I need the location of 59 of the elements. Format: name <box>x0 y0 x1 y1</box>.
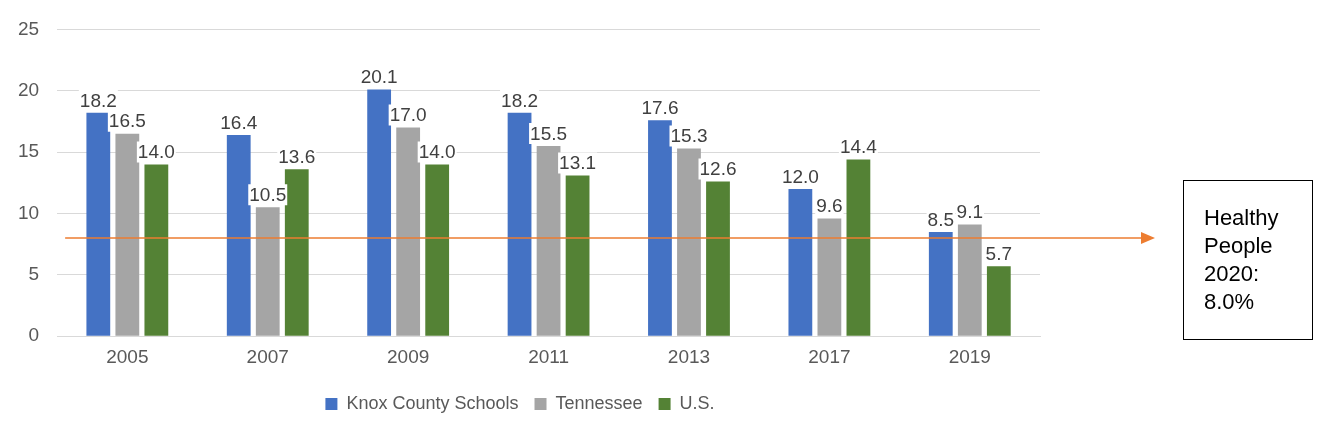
text: 18.2 <box>79 89 117 111</box>
text: 15.5 <box>530 122 568 144</box>
x-tick-label: 2013 <box>667 345 711 367</box>
text: 15.3 <box>670 125 708 147</box>
text: 5.7 <box>985 242 1013 264</box>
bar <box>565 175 590 336</box>
text: 14.0 <box>418 141 456 163</box>
ref-line-label: Healthy People 2020: 8.0% <box>1183 180 1313 340</box>
legend-label: Tennessee <box>555 392 643 413</box>
x-tick-label: 2009 <box>387 345 430 367</box>
x-tick-label: 2011 <box>528 345 569 367</box>
text: 18.2 <box>501 89 539 111</box>
x-tick-label: 2005 <box>106 345 149 367</box>
x-tick-label: 2017 <box>808 345 851 367</box>
bar <box>425 164 450 336</box>
text: 13.6 <box>278 146 316 168</box>
text: 13.1 <box>559 152 597 174</box>
bar <box>928 231 953 336</box>
bar <box>817 218 842 336</box>
text: 12.6 <box>699 158 737 180</box>
bar <box>284 169 309 336</box>
bar <box>677 148 701 336</box>
bar <box>396 127 421 336</box>
y-tick-label: 0 <box>28 324 40 346</box>
bar <box>706 181 730 336</box>
text: 16.5 <box>108 110 146 132</box>
text: 12.0 <box>781 165 819 187</box>
text: 10.5 <box>249 184 287 206</box>
bar <box>957 224 982 336</box>
legend-label: U.S. <box>679 392 715 413</box>
y-tick-label: 15 <box>17 140 40 162</box>
text: 17.6 <box>641 96 679 118</box>
y-tick-label: 10 <box>17 201 40 223</box>
bar <box>226 134 251 336</box>
text: 14.0 <box>137 141 175 163</box>
y-tick-label: 5 <box>28 263 40 285</box>
bar <box>536 145 561 336</box>
bar <box>507 112 532 336</box>
text: 14.4 <box>839 136 877 158</box>
x-tick-label: 2007 <box>246 345 289 367</box>
bar <box>86 112 111 336</box>
y-tick-label: 25 <box>17 17 40 39</box>
text: 9.1 <box>956 201 984 223</box>
text: 9.6 <box>816 195 843 217</box>
bar <box>255 207 280 336</box>
text: 20.1 <box>360 66 398 88</box>
y-tick-label: 20 <box>17 78 40 100</box>
text: 17.0 <box>389 104 427 126</box>
legend-label: Knox County Schools <box>346 392 519 413</box>
text: 16.4 <box>220 111 258 133</box>
bar <box>144 164 169 336</box>
bar <box>846 159 871 336</box>
bar <box>115 133 140 336</box>
text: 8.5 <box>927 208 954 230</box>
x-tick-label: 2019 <box>948 345 991 367</box>
bar <box>788 188 813 336</box>
bar <box>367 89 392 336</box>
bar <box>648 120 672 336</box>
bar <box>986 266 1011 336</box>
